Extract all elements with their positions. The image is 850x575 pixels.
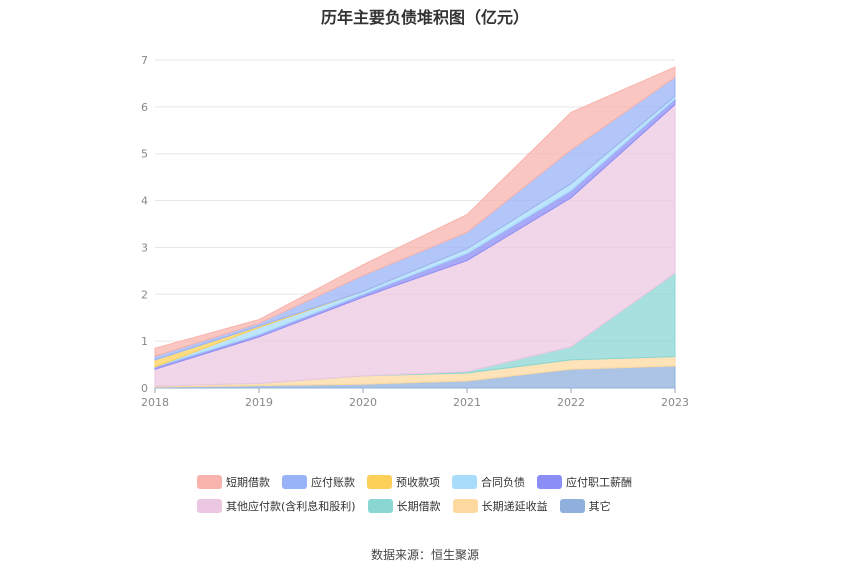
series-area (154, 66, 676, 357)
y-tick-label: 2 (141, 288, 148, 301)
legend-label: 长期借款 (396, 500, 441, 513)
legend-label: 短期借款 (226, 476, 270, 489)
legend-item[interactable]: 预收款项 (367, 474, 440, 490)
stacked-area-chart: 0 1 2 3 4 5 6 7 2018 2019 2020 2021 2022 2023 (141, 54, 689, 409)
x-tick-label: 2022 (557, 396, 585, 409)
y-tick-label: 6 (141, 101, 148, 114)
legend-item[interactable]: 应付职工薪酬 (537, 474, 632, 490)
legend-swatch (367, 499, 393, 513)
y-tick-label: 0 (141, 382, 148, 395)
legend-swatch (282, 475, 307, 489)
legend-item[interactable]: 应付账款 (282, 474, 355, 490)
y-tick-label: 5 (141, 148, 148, 161)
legend-item[interactable]: 长期递延收益 (452, 498, 548, 514)
x-tick-label: 2020 (349, 396, 377, 409)
legend-item[interactable]: 其他应付款(含利息和股利) (197, 498, 356, 514)
legend-item[interactable]: 短期借款 (197, 474, 270, 490)
x-tick-label: 2019 (245, 396, 273, 409)
x-tick-label: 2023 (661, 396, 689, 409)
y-tick-label: 4 (141, 195, 148, 208)
legend-item[interactable]: 其它 (559, 498, 611, 514)
chart-legend: 短期借款 应付账款 预收款项 合同负债 应付职工薪酬其他应付款(含利息和股利) 长期借款 长… (197, 474, 717, 522)
legend-label: 长期递延收益 (481, 500, 548, 513)
data-source-note: 数据来源：恒生聚源 (370, 548, 479, 562)
legend-label: 预收款项 (396, 476, 440, 489)
y-tick-label: 3 (141, 241, 148, 254)
legend-item[interactable]: 长期借款 (367, 498, 441, 514)
x-tick-label: 2021 (453, 396, 481, 409)
legend-swatch (559, 499, 585, 513)
legend-label: 其它 (588, 500, 611, 513)
x-tick-label: 2018 (141, 396, 169, 409)
chart-title: 历年主要负债堆积图（亿元） (320, 8, 529, 27)
legend-swatch (452, 499, 478, 513)
y-tick-label: 7 (141, 54, 148, 67)
legend-label: 应付账款 (311, 476, 355, 489)
legend-swatch (197, 475, 222, 489)
legend-swatch (197, 499, 222, 513)
legend-swatch (452, 475, 477, 489)
legend-item[interactable]: 合同负债 (452, 474, 525, 490)
legend-swatch (367, 475, 392, 489)
y-tick-label: 1 (141, 335, 148, 348)
legend-label: 合同负债 (481, 476, 525, 489)
legend-label: 应付职工薪酬 (566, 476, 632, 489)
legend-label: 其他应付款(含利息和股利) (226, 500, 356, 513)
legend-swatch (537, 475, 562, 489)
